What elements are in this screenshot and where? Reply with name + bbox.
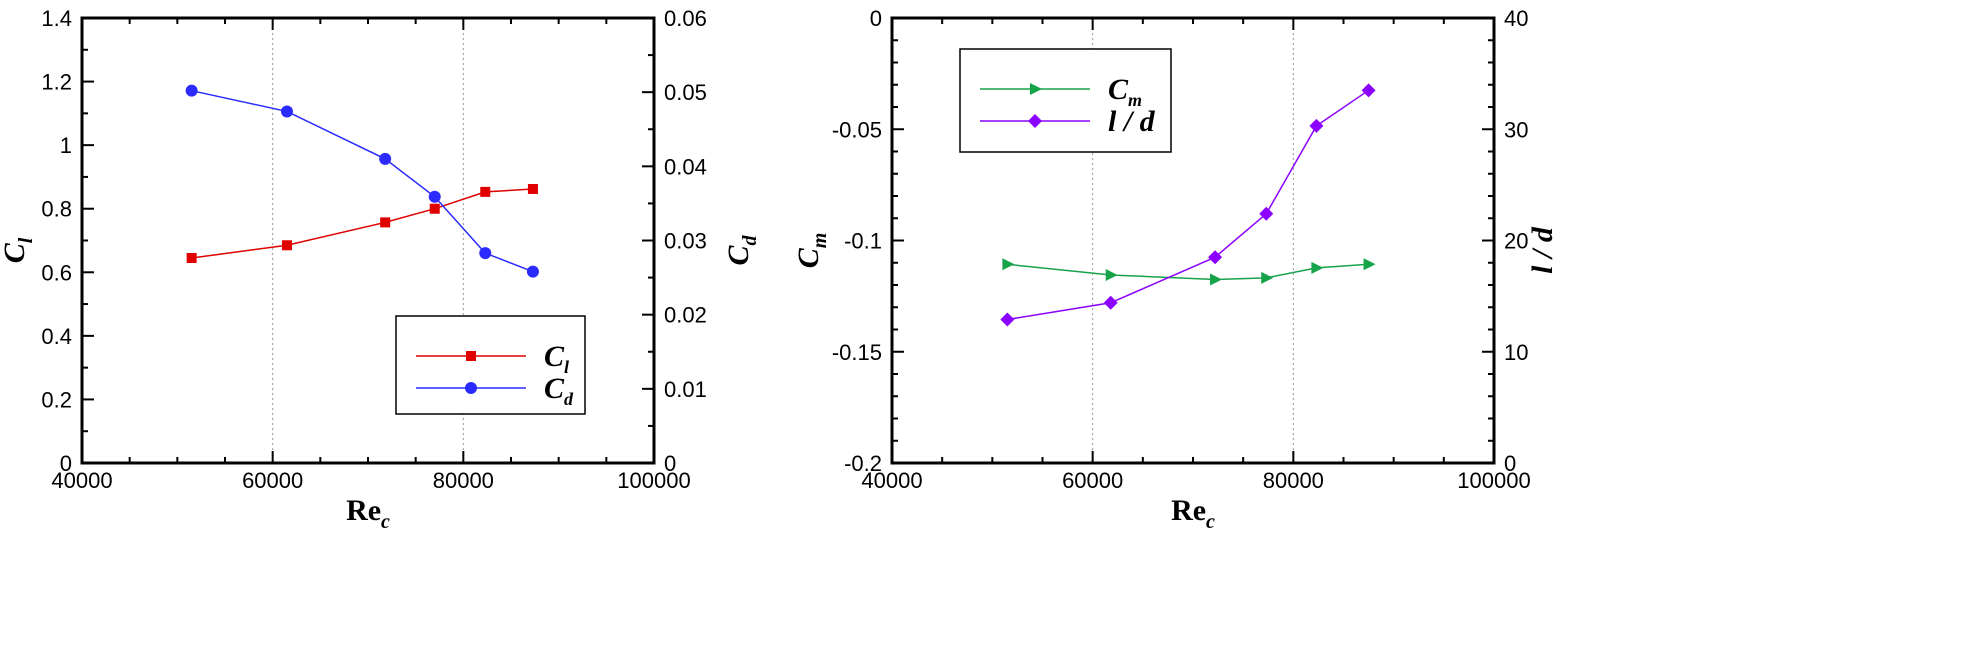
data-point <box>1363 258 1376 271</box>
x-tick-label: 40000 <box>861 468 922 493</box>
data-point <box>479 247 492 260</box>
data-point <box>1105 268 1118 281</box>
data-point <box>1311 261 1324 274</box>
data-point <box>281 240 292 251</box>
data-point <box>1261 271 1274 284</box>
x-tick-label: 60000 <box>1062 468 1123 493</box>
y-right-tick-label: 0.02 <box>664 303 707 328</box>
legend-label: Cl <box>544 340 569 377</box>
y-right-tick-label: 0.05 <box>664 80 707 105</box>
data-point <box>1000 312 1015 327</box>
y-right-tick-label: 0 <box>664 451 676 476</box>
x-axis-title: Rec <box>346 494 390 533</box>
y-left-tick-label: 0.8 <box>41 197 72 222</box>
data-point <box>380 217 391 228</box>
x-tick-label: 40000 <box>51 468 112 493</box>
data-point <box>429 203 440 214</box>
y-right-tick-label: 10 <box>1504 340 1528 365</box>
data-point <box>1208 250 1223 265</box>
y-right-tick-label: 0.06 <box>664 6 707 31</box>
data-point <box>280 105 293 118</box>
y-right-tick-label: 30 <box>1504 117 1528 142</box>
data-point <box>1103 295 1118 310</box>
data-point <box>1002 258 1015 271</box>
series-line-1 <box>1007 89 1370 321</box>
y-left-tick-label: 0 <box>60 451 72 476</box>
y-left-tick-label: -0.1 <box>844 229 882 254</box>
y-left-axis-title: Cm <box>792 233 831 269</box>
y-left-tick-label: 0 <box>870 6 882 31</box>
y-left-tick-label: 1.4 <box>41 6 72 31</box>
data-point <box>186 252 197 263</box>
plot-frame <box>80 16 656 465</box>
x-tick-label: 100000 <box>1457 468 1530 493</box>
x-tick-label: 80000 <box>433 468 494 493</box>
y-right-tick-label: 0.04 <box>664 154 707 179</box>
data-point <box>185 84 198 97</box>
chart-panel-left: 40000 60000 80000 10000000.20.40.60.811.21.… <box>0 6 761 533</box>
y-left-tick-label: -0.05 <box>832 117 882 142</box>
y-right-tick-label: 0.03 <box>664 229 707 254</box>
data-point <box>1361 83 1376 98</box>
series-line-0 <box>191 188 533 259</box>
legend-label: Cm <box>1108 73 1142 110</box>
x-tick-label: 80000 <box>1263 468 1324 493</box>
series-line-1 <box>191 89 534 273</box>
y-right-axis-title: Cd <box>722 234 761 265</box>
y-right-tick-label: 20 <box>1504 229 1528 254</box>
legend-label: Cd <box>544 372 574 409</box>
y-right-tick-label: 40 <box>1504 6 1528 31</box>
y-left-tick-label: 0.6 <box>41 260 72 285</box>
legend-box <box>395 315 586 415</box>
y-left-tick-label: 1.2 <box>41 70 72 95</box>
y-right-tick-label: 0.01 <box>664 377 707 402</box>
x-axis-title: Rec <box>1171 494 1215 533</box>
data-point <box>1210 273 1223 286</box>
legend-marker <box>466 351 476 361</box>
data-point <box>1259 206 1274 221</box>
y-left-tick-label: -0.2 <box>844 451 882 476</box>
y-right-axis-title: l / d <box>1526 226 1559 274</box>
data-point <box>1309 118 1324 133</box>
y-left-tick-label: 1 <box>60 133 72 158</box>
data-point <box>379 152 392 165</box>
data-point <box>527 184 538 195</box>
series-line-0 <box>1007 263 1369 281</box>
legend: Cml / d <box>959 48 1172 153</box>
y-left-tick-label: 0.2 <box>41 387 72 412</box>
legend-label: l / d <box>1108 105 1156 138</box>
data-point <box>480 186 491 197</box>
y-left-axis-title: Cl <box>0 237 37 263</box>
data-point <box>526 265 539 278</box>
legend-box <box>959 48 1172 153</box>
chart-panel-right: 40000 60000 80000 100000 -0.2 -0.15 -0.1 -0.05 0… <box>792 6 1559 533</box>
legend-marker <box>1030 83 1042 95</box>
legend-marker <box>465 382 477 394</box>
y-right-tick-label: 0 <box>1504 451 1516 476</box>
y-left-tick-label: -0.15 <box>832 340 882 365</box>
y-left-tick-label: 0.4 <box>41 324 72 349</box>
data-point <box>428 190 441 203</box>
x-tick-label: 100000 <box>617 468 690 493</box>
x-tick-label: 60000 <box>242 468 303 493</box>
legend-marker <box>1028 114 1042 128</box>
plot-frame <box>890 16 1496 465</box>
